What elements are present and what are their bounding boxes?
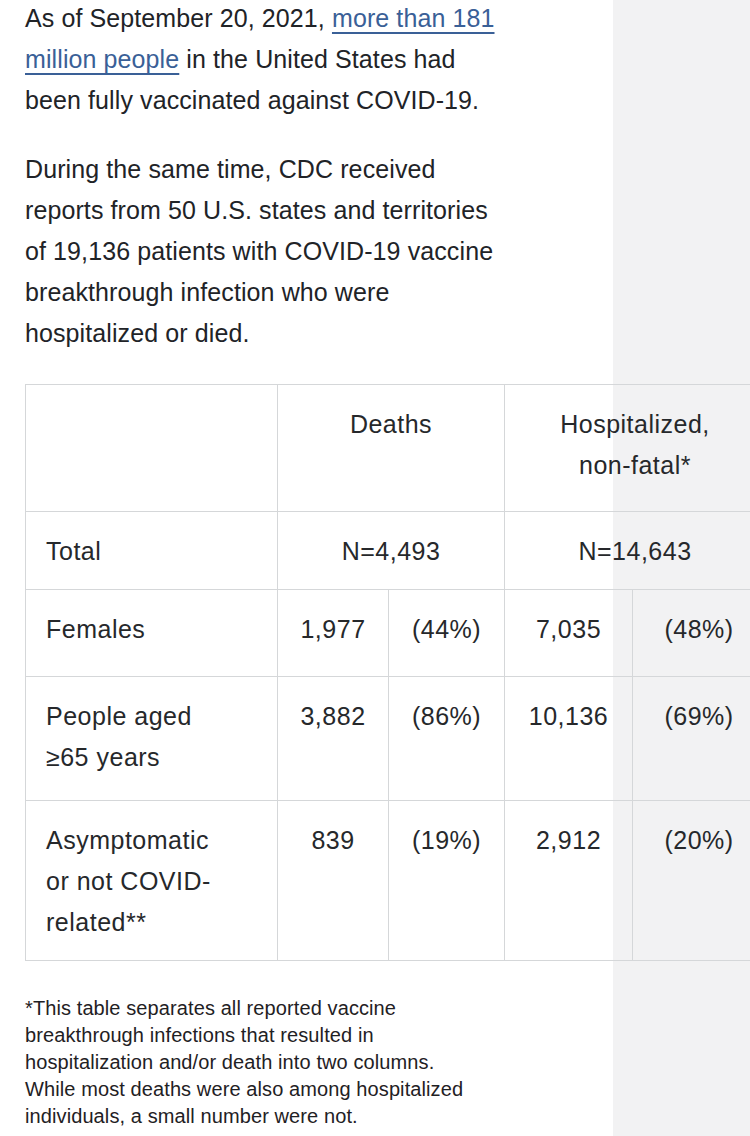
total-row-label: Total [26, 512, 278, 590]
vaccination-count-link-line2: million people [25, 45, 179, 73]
intro-paragraph-1: As of September 20, 2021, more than 181 m… [25, 0, 625, 121]
vaccination-count-link-line1: more than 181 [332, 4, 495, 32]
females-deaths-n: 1,977 [278, 590, 389, 677]
aged-65plus-deaths-pct: (86%) [389, 677, 505, 801]
asymptomatic-deaths-n: 839 [278, 801, 389, 961]
asymptomatic-deaths-pct: (19%) [389, 801, 505, 961]
females-row-label: Females [26, 590, 278, 677]
table-header-row: Deaths Hospitalized, non-fatal* [26, 385, 750, 512]
aged-65plus-hospitalized-pct: (69%) [633, 677, 750, 801]
total-deaths-n: N=4,493 [278, 512, 505, 590]
asymptomatic-hospitalized-n: 2,912 [505, 801, 633, 961]
p1-suffix-text: in the United States had [179, 45, 455, 73]
header-deaths: Deaths [278, 385, 505, 512]
breakthrough-cases-table: Deaths Hospitalized, non-fatal* Total N=… [25, 384, 750, 961]
females-hospitalized-n: 7,035 [505, 590, 633, 677]
aged-65plus-row-label: People aged ≥65 years [26, 677, 278, 801]
table-row-aged-65plus: People aged ≥65 years 3,882 (86%) 10,136… [26, 677, 750, 801]
p1-line3-text: been fully vaccinated against COVID-19. [25, 86, 479, 114]
header-empty-cell [26, 385, 278, 512]
intro-paragraph-2: During the same time, CDC received repor… [25, 149, 625, 354]
aged-65plus-deaths-n: 3,882 [278, 677, 389, 801]
table-row-asymptomatic: Asymptomatic or not COVID- related** 839… [26, 801, 750, 961]
asymptomatic-row-label: Asymptomatic or not COVID- related** [26, 801, 278, 961]
females-hospitalized-pct: (48%) [633, 590, 750, 677]
females-deaths-pct: (44%) [389, 590, 505, 677]
table-row-females: Females 1,977 (44%) 7,035 (48%) [26, 590, 750, 677]
header-hospitalized-non-fatal: Hospitalized, non-fatal* [505, 385, 750, 512]
p1-prefix-text: As of September 20, 2021, [25, 4, 332, 32]
total-hospitalized-n: N=14,643 [505, 512, 750, 590]
table-row-total: Total N=4,493 N=14,643 [26, 512, 750, 590]
table-footnote: *This table separates all reported vacci… [25, 995, 625, 1130]
aged-65plus-hospitalized-n: 10,136 [505, 677, 633, 801]
asymptomatic-hospitalized-pct: (20%) [633, 801, 750, 961]
